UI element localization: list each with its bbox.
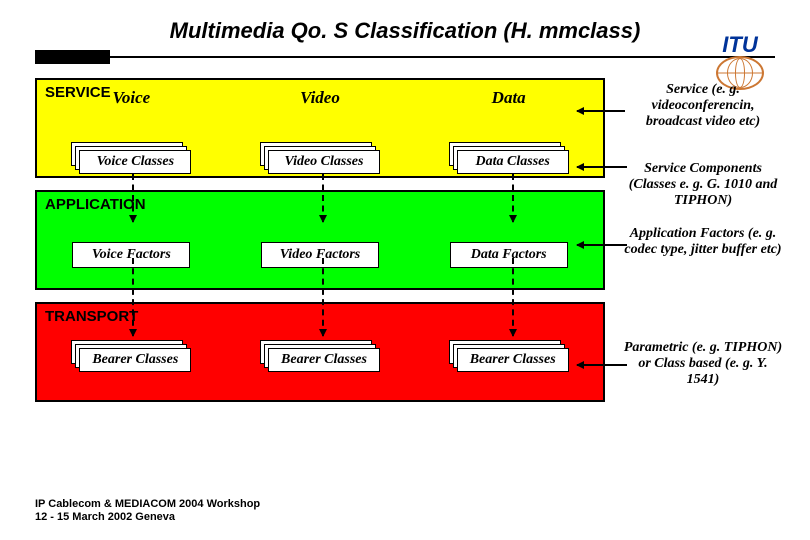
voice-classes-stack: Voice Classes: [71, 142, 191, 172]
voice-header: Voice: [112, 88, 150, 108]
application-layer: APPLICATION Voice Factors Video Factors …: [35, 190, 605, 290]
data-header: Data: [492, 88, 526, 108]
annotation-appfactors: Application Factors (e. g. codec type, j…: [623, 226, 783, 258]
conn-appfactors: [577, 244, 627, 246]
application-label: APPLICATION: [45, 196, 146, 213]
video-bearer-label: Bearer Classes: [268, 348, 380, 372]
service-col-video: Video Video Classes: [226, 82, 415, 176]
transport-col-video: Bearer Classes: [226, 334, 415, 400]
app-col-data: Data Factors: [414, 220, 603, 288]
data-bearer-stack: Bearer Classes: [449, 340, 569, 370]
service-layer: SERVICE Voice Voice Classes Video Video …: [35, 78, 605, 178]
footer: IP Cablecom & MEDIACOM 2004 Workshop 12 …: [35, 498, 260, 524]
voice-bearer-stack: Bearer Classes: [71, 340, 191, 370]
video-bearer-stack: Bearer Classes: [260, 340, 380, 370]
conn-service: [577, 110, 625, 112]
data-factors-label: Data Factors: [450, 242, 568, 268]
arrow-voice-cf: [132, 174, 134, 222]
footer-line1: IP Cablecom & MEDIACOM 2004 Workshop: [35, 498, 260, 511]
voice-bearer-label: Bearer Classes: [79, 348, 191, 372]
conn-parametric: [577, 364, 627, 366]
video-classes-stack: Video Classes: [260, 142, 380, 172]
data-bearer-label: Bearer Classes: [457, 348, 569, 372]
arrow-data-cf: [512, 174, 514, 222]
title-divider: [35, 50, 775, 68]
annotation-components: Service Components (Classes e. g. G. 101…: [623, 161, 783, 209]
annotation-service: Service (e. g. videoconferencin, broadca…: [623, 82, 783, 130]
diagram: SERVICE Voice Voice Classes Video Video …: [35, 78, 775, 402]
conn-components: [577, 166, 627, 168]
app-col-video: Video Factors: [226, 220, 415, 288]
arrow-video-fb: [322, 258, 324, 336]
arrow-video-cf: [322, 174, 324, 222]
service-col-data: Data Data Classes: [414, 82, 603, 176]
video-classes-label: Video Classes: [268, 150, 380, 174]
service-col-voice: Voice Voice Classes: [37, 82, 226, 176]
transport-label: TRANSPORT: [45, 308, 138, 325]
data-classes-label: Data Classes: [457, 150, 569, 174]
itu-logo-text: ITU: [722, 32, 757, 58]
data-classes-stack: Data Classes: [449, 142, 569, 172]
transport-layer: TRANSPORT Bearer Classes Bearer Classes …: [35, 302, 605, 402]
page-title: Multimedia Qo. S Classification (H. mmcl…: [0, 0, 810, 50]
arrow-voice-fb: [132, 258, 134, 336]
arrow-data-fb: [512, 258, 514, 336]
footer-line2: 12 - 15 March 2002 Geneva: [35, 511, 260, 524]
voice-classes-label: Voice Classes: [79, 150, 191, 174]
annotation-parametric: Parametric (e. g. TIPHON) or Class based…: [623, 340, 783, 388]
video-header: Video: [300, 88, 340, 108]
video-factors-label: Video Factors: [261, 242, 379, 268]
transport-col-voice: Bearer Classes: [37, 334, 226, 400]
transport-col-data: Bearer Classes: [414, 334, 603, 400]
